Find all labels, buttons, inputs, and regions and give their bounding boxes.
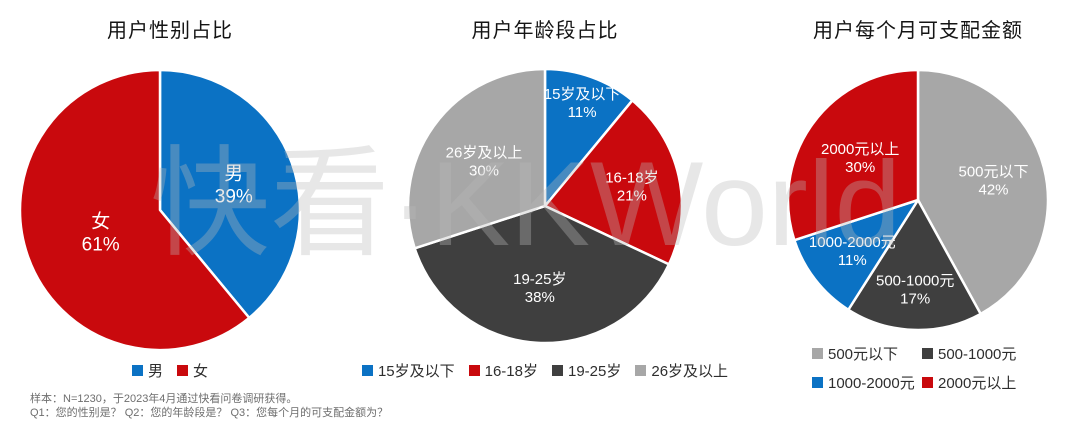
legend-item: 26岁及以上 — [635, 360, 728, 381]
legend-label: 2000元以上 — [938, 375, 1017, 392]
chart-title-gender: 用户性别占比 — [107, 20, 233, 42]
legend-label: 女 — [193, 363, 209, 380]
legend-label: 1000-2000元 — [828, 375, 915, 392]
legend-item: 19-25岁 — [552, 360, 621, 381]
slice-label: 男 39% — [215, 163, 253, 207]
slice-label: 19-25岁 38% — [513, 271, 566, 306]
legend-swatch — [922, 348, 933, 359]
legend-label: 19-25岁 — [568, 363, 622, 380]
legend-label: 男 — [147, 363, 163, 380]
legend-label: 500元以下 — [828, 346, 899, 363]
legend-swatch — [131, 365, 143, 376]
slice-label: 16-18岁 21% — [605, 170, 658, 205]
slice-label: 26岁及以上 30% — [446, 145, 523, 180]
pie-slice — [543, 99, 684, 266]
legend-item: 2000元以上 — [922, 372, 1016, 393]
chart-title-age: 用户年龄段占比 — [471, 20, 619, 42]
legend-gender: 男女 — [0, 360, 340, 381]
legend-item: 500-1000元 — [922, 343, 1016, 364]
legend-swatch — [812, 348, 823, 359]
legend-item: 男 — [131, 360, 163, 381]
legend-label: 500-1000元 — [938, 346, 1017, 363]
footnote: 样本：N=1230，于2023年4月通过快看问卷调研获得。 Q1：您的性别是？ … — [30, 392, 388, 420]
legend-swatch — [468, 365, 480, 376]
legend-swatch — [552, 365, 563, 376]
legend-label: 16-18岁 — [484, 363, 538, 380]
chart-title-spending: 用户每个月可支配金额 — [813, 20, 1023, 42]
footnote-questions-line: Q1：您的性别是？ Q2：您的年龄段是？ Q3：您每个月的可支配金额为？ — [30, 407, 389, 419]
pie-slice — [786, 68, 920, 242]
legend-item: 15岁及以下 — [361, 360, 455, 381]
legend-item: 500元以下 — [812, 343, 922, 364]
legend-swatch — [177, 365, 188, 376]
slice-label: 500元以下 42% — [958, 164, 1028, 199]
legend-swatch — [812, 377, 823, 388]
pie-slice — [847, 198, 982, 332]
legend-item: 女 — [177, 360, 208, 381]
slice-label: 2000元以上 30% — [821, 141, 899, 176]
pie-slice — [543, 67, 634, 208]
legend-spending: 500元以下 500-1000元 1000-2000元 2000元以上 — [812, 343, 1016, 393]
legend-item: 1000-2000元 — [812, 372, 922, 393]
legend-swatch — [361, 365, 373, 376]
pie-slice — [916, 68, 1050, 316]
footnote-sample-line: 样本：N=1230，于2023年4月通过快看问卷调研获得。 — [30, 393, 298, 405]
legend-swatch — [922, 377, 933, 388]
legend-label: 15岁及以下 — [377, 363, 455, 380]
slice-label: 1000-2000元 11% — [809, 234, 896, 269]
legend-label: 26岁及以上 — [651, 363, 729, 380]
legend-age: 15岁及以下 16-18岁 19-25岁 26岁及以上 — [361, 360, 728, 381]
slice-label: 500-1000元 17% — [876, 273, 954, 308]
pie-slice — [18, 68, 251, 352]
legend-item: 16-18岁 — [468, 360, 538, 381]
pie-slice — [406, 67, 547, 250]
slice-label: 女 61% — [82, 210, 120, 255]
pie-slice — [158, 68, 302, 320]
slice-label: 15岁及以下 11% — [544, 86, 621, 121]
pie-slice — [793, 198, 920, 312]
legend-swatch — [635, 365, 647, 376]
pie-slice — [413, 204, 671, 345]
